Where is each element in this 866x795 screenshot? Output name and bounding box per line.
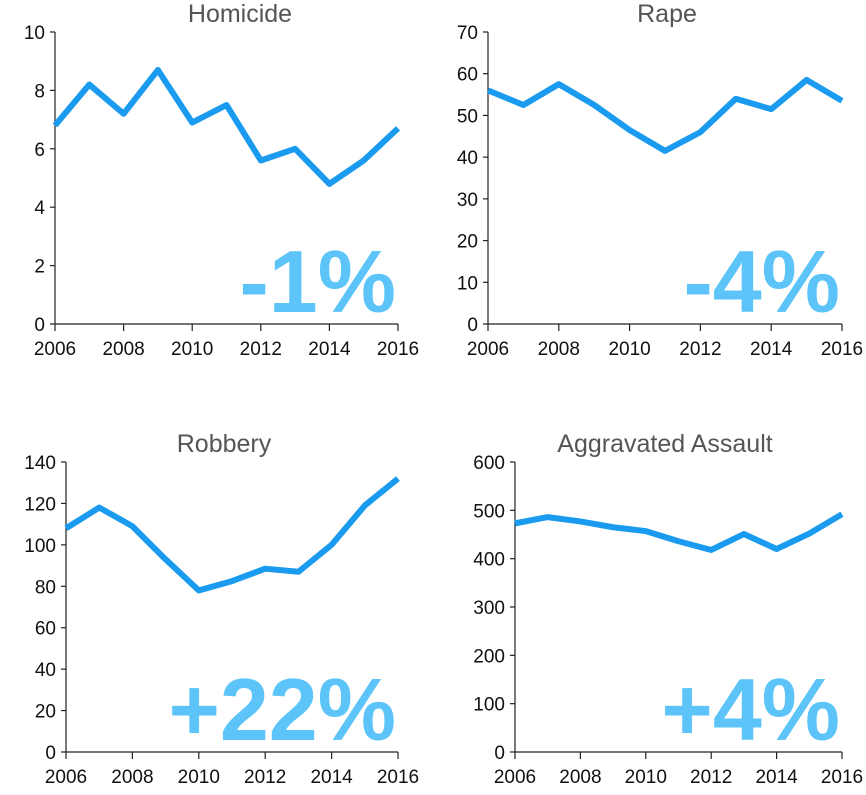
y-tick-label: 4 — [34, 198, 45, 219]
y-tick-label: 6 — [34, 140, 45, 161]
annotation: -1% — [240, 232, 397, 331]
x-tick-label: 2006 — [494, 767, 536, 788]
x-tick-label: 2010 — [178, 767, 220, 788]
y-tick-label: 120 — [24, 494, 56, 515]
x-tick-label: 2016 — [377, 339, 419, 360]
y-tick-label: 300 — [473, 598, 505, 619]
chart-title: Robbery — [177, 430, 272, 458]
y-tick-label: 10 — [457, 273, 478, 294]
x-tick-label: 2012 — [244, 767, 286, 788]
annotation: +4% — [661, 660, 840, 759]
y-tick-label: 140 — [24, 453, 56, 474]
x-tick-label: 2012 — [240, 339, 282, 360]
x-tick-label: 2014 — [755, 767, 798, 788]
y-tick-label: 0 — [34, 315, 45, 336]
x-tick-label: 2008 — [102, 339, 144, 360]
x-tick-label: 2008 — [538, 339, 580, 360]
y-tick-label: 200 — [473, 646, 505, 667]
y-tick-label: 8 — [34, 81, 45, 102]
x-tick-label: 2014 — [308, 339, 351, 360]
y-tick-label: 0 — [494, 743, 505, 764]
data-line — [64, 476, 400, 594]
y-tick-label: 60 — [457, 65, 478, 86]
chart-title: Rape — [637, 0, 697, 28]
x-tick-label: 2010 — [625, 767, 667, 788]
x-tick-label: 2014 — [310, 767, 353, 788]
annotation: -4% — [684, 232, 841, 331]
x-tick-label: 2006 — [45, 767, 87, 788]
x-tick-label: 2010 — [608, 339, 650, 360]
y-tick-label: 600 — [473, 453, 505, 474]
y-tick-label: 400 — [473, 550, 505, 571]
x-tick-label: 2016 — [821, 339, 863, 360]
x-tick-label: 2016 — [821, 767, 863, 788]
x-tick-label: 2008 — [559, 767, 601, 788]
data-line — [52, 66, 401, 187]
x-tick-label: 2006 — [34, 339, 76, 360]
y-tick-label: 100 — [24, 536, 56, 557]
y-tick-label: 40 — [35, 660, 56, 681]
x-tick-label: 2014 — [750, 339, 793, 360]
y-tick-label: 500 — [473, 501, 505, 522]
y-tick-label: 10 — [24, 23, 45, 44]
y-tick-label: 20 — [35, 702, 56, 723]
x-tick-label: 2008 — [111, 767, 153, 788]
chart-title: Homicide — [188, 0, 292, 28]
annotation: +22% — [168, 660, 396, 759]
x-tick-label: 2012 — [690, 767, 732, 788]
y-tick-label: 20 — [457, 232, 478, 253]
y-tick-label: 70 — [457, 23, 478, 44]
x-tick-label: 2016 — [377, 767, 419, 788]
y-tick-label: 40 — [457, 148, 478, 169]
y-tick-label: 30 — [457, 190, 478, 211]
data-line — [514, 511, 844, 553]
y-tick-label: 0 — [467, 315, 478, 336]
data-line — [486, 76, 844, 154]
y-tick-label: 100 — [473, 695, 505, 716]
x-tick-label: 2012 — [679, 339, 721, 360]
y-tick-label: 50 — [457, 106, 478, 127]
y-tick-label: 80 — [35, 577, 56, 598]
y-tick-label: 60 — [35, 619, 56, 640]
chart-title: Aggravated Assault — [557, 430, 772, 458]
x-tick-label: 2006 — [467, 339, 509, 360]
y-tick-label: 2 — [34, 257, 45, 278]
x-tick-label: 2010 — [171, 339, 213, 360]
y-tick-label: 0 — [45, 743, 56, 764]
